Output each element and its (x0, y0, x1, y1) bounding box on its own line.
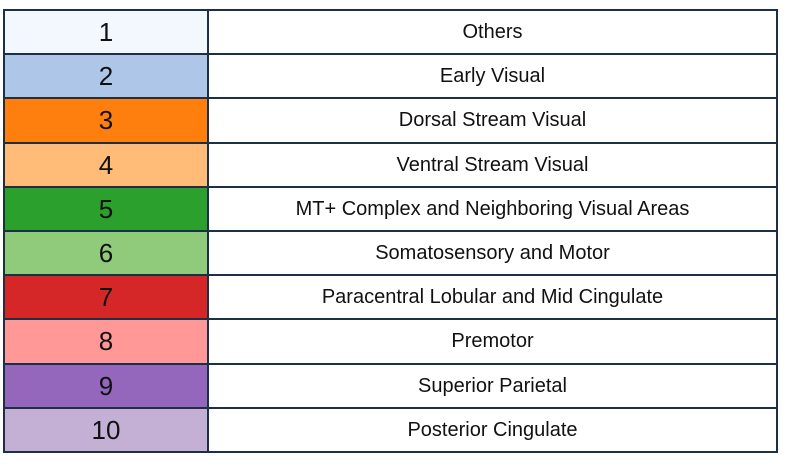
region-label-cell: Others (207, 8, 778, 56)
table-row: 3 Dorsal Stream Visual (3, 97, 778, 144)
region-number-cell: 2 (3, 53, 209, 100)
region-label-cell: Somatosensory and Motor (207, 229, 778, 277)
table-row: 9 Superior Parietal (3, 362, 778, 409)
region-number-cell: 7 (3, 274, 209, 321)
table-row: 6 Somatosensory and Motor (3, 229, 778, 277)
table-row: 10 Posterior Cingulate (3, 406, 778, 454)
region-number-cell: 6 (3, 229, 209, 277)
region-number-cell: 3 (3, 97, 209, 144)
region-label-cell: Early Visual (207, 53, 778, 100)
table-row: 8 Premotor (3, 318, 778, 365)
table-row: 4 Ventral Stream Visual (3, 141, 778, 188)
region-number-cell: 4 (3, 141, 209, 188)
table-row: 1 Others (3, 8, 778, 56)
region-number-cell: 9 (3, 362, 209, 409)
region-label-cell: Dorsal Stream Visual (207, 97, 778, 144)
region-label-cell: Paracentral Lobular and Mid Cingulate (207, 274, 778, 321)
region-number-cell: 1 (3, 8, 209, 56)
table-row: 2 Early Visual (3, 53, 778, 100)
legend-body: 1 Others 2 Early Visual 3 Dorsal Stream … (3, 8, 778, 454)
region-label-cell: Posterior Cingulate (207, 406, 778, 454)
table-row: 5 MT+ Complex and Neighboring Visual Are… (3, 185, 778, 232)
region-number-cell: 5 (3, 185, 209, 232)
region-label-cell: Superior Parietal (207, 362, 778, 409)
region-label-cell: Ventral Stream Visual (207, 141, 778, 188)
region-number-cell: 8 (3, 318, 209, 365)
region-label-cell: Premotor (207, 318, 778, 365)
region-label-cell: MT+ Complex and Neighboring Visual Areas (207, 185, 778, 232)
table-row: 7 Paracentral Lobular and Mid Cingulate (3, 274, 778, 321)
region-number-cell: 10 (3, 406, 209, 454)
region-legend-table: 1 Others 2 Early Visual 3 Dorsal Stream … (3, 8, 778, 454)
